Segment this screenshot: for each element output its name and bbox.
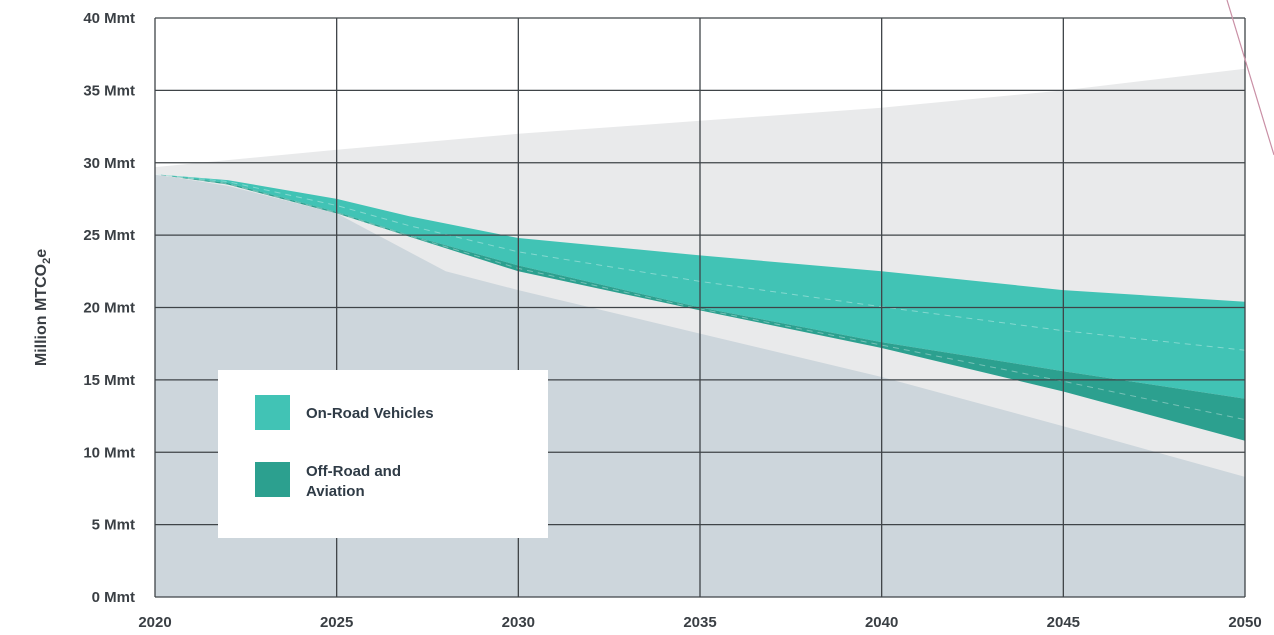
legend-label: On-Road Vehicles — [306, 405, 434, 422]
y-tick-label: 25 Mmt — [83, 227, 135, 244]
legend: On-Road Vehicles Off-Road and Aviation — [218, 370, 548, 538]
y-tick-label: 40 Mmt — [83, 10, 135, 27]
y-tick-label: 15 Mmt — [83, 372, 135, 389]
y-tick-label: 10 Mmt — [83, 444, 135, 461]
x-axis-ticks: 2020 2025 2030 2035 2040 2045 2050 — [138, 614, 1261, 631]
grid-layer — [154, 17, 1246, 598]
y-axis-title: Million MTCO2e — [33, 249, 53, 366]
y-axis-label: Million MTCO2e — [33, 249, 53, 366]
decorative-diagonal-line — [1226, 0, 1274, 156]
x-tick-label: 2035 — [683, 614, 716, 631]
y-tick-label: 5 Mmt — [92, 517, 135, 534]
x-tick-label: 2040 — [865, 614, 898, 631]
x-tick-label: 2025 — [320, 614, 353, 631]
x-tick-label: 2045 — [1047, 614, 1080, 631]
x-tick-label: 2030 — [502, 614, 535, 631]
on-road-vehicles-band-centerline — [154, 173, 1246, 351]
legend-swatch — [255, 462, 290, 497]
legend-label: Off-Road and Aviation — [306, 463, 401, 500]
legend-swatch — [255, 395, 290, 430]
y-tick-label: 0 Mmt — [92, 589, 135, 606]
y-tick-label: 35 Mmt — [83, 82, 135, 99]
x-tick-label: 2050 — [1228, 614, 1261, 631]
x-tick-label: 2020 — [138, 614, 171, 631]
y-axis-ticks: 0 Mmt 5 Mmt 10 Mmt 15 Mmt 20 Mmt 25 Mmt 30 Mmt… — [83, 10, 135, 606]
y-tick-label: 20 Mmt — [83, 300, 135, 317]
y-tick-label: 30 Mmt — [83, 155, 135, 172]
